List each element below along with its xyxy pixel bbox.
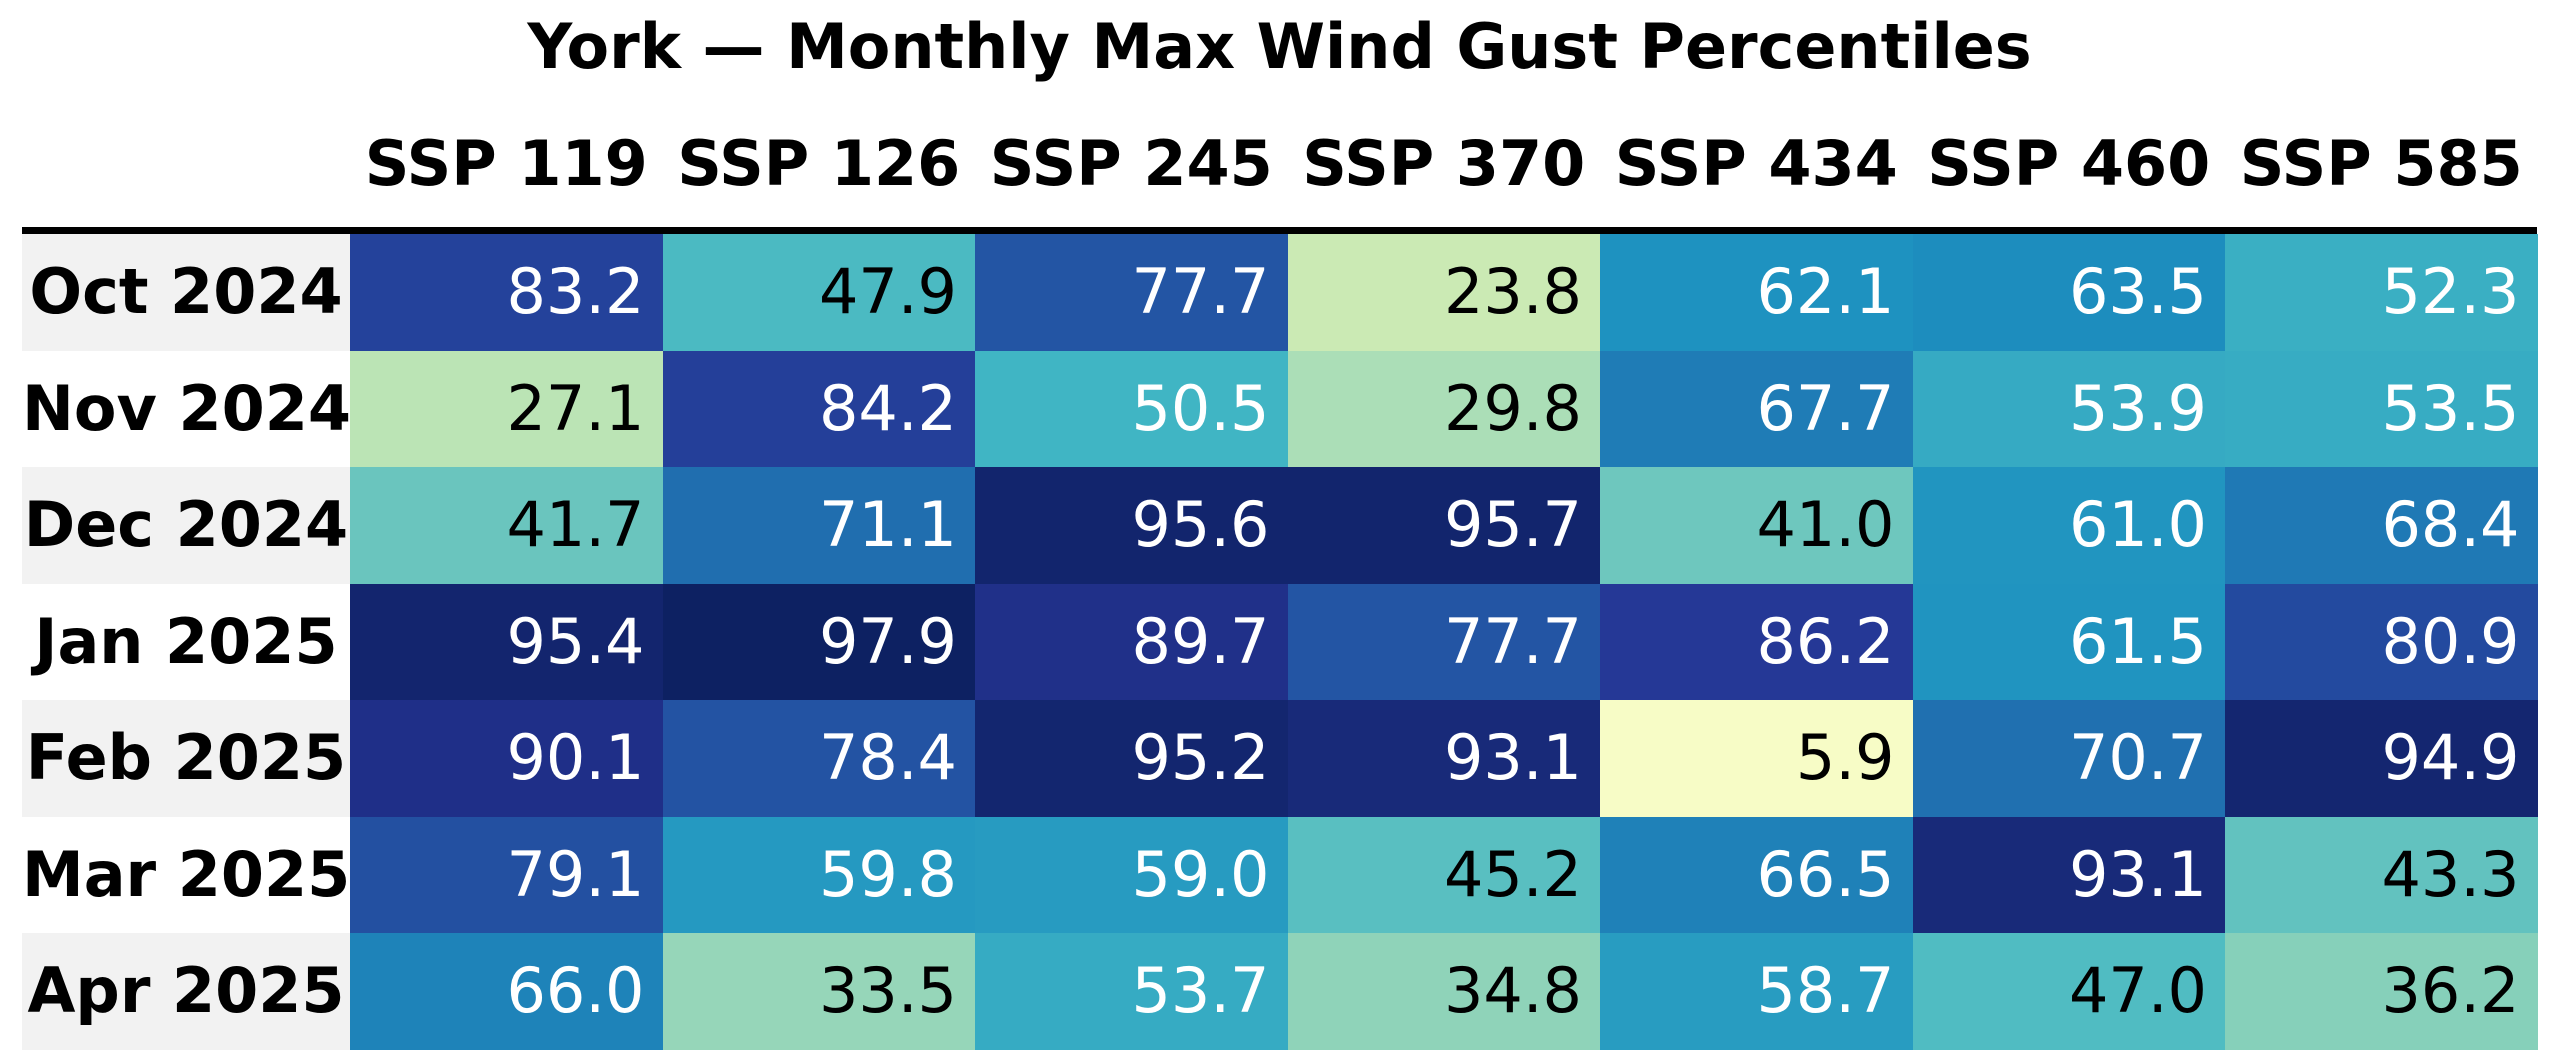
heatmap-cell: 53.7 — [975, 933, 1288, 1050]
row-label: Nov 2024 — [22, 350, 350, 468]
column-header: SSP 585 — [2239, 127, 2523, 200]
chart-title: York — Monthly Max Wind Gust Percentiles — [527, 10, 2032, 83]
heatmap-cell: 50.5 — [975, 350, 1288, 468]
heatmap-cell: 67.7 — [1600, 350, 1913, 468]
heatmap-cell: 43.3 — [2225, 816, 2538, 934]
heatmap-cell: 33.5 — [662, 933, 975, 1050]
heatmap-cell: 66.5 — [1600, 816, 1913, 934]
heatmap-cell: 94.9 — [2225, 700, 2538, 817]
heatmap-cell: 78.4 — [662, 700, 975, 817]
heatmap-cell: 59.0 — [975, 816, 1288, 934]
heatmap-cell: 34.8 — [1287, 933, 1600, 1050]
heatmap-cell: 23.8 — [1287, 234, 1600, 351]
column-header: SSP 245 — [989, 127, 1273, 200]
row-label: Jan 2025 — [22, 583, 350, 701]
heatmap-cell: 41.0 — [1600, 467, 1913, 584]
heatmap-cell: 61.0 — [1912, 467, 2225, 584]
heatmap-cell: 95.2 — [975, 700, 1288, 817]
heatmap-cell: 79.1 — [350, 816, 663, 934]
row-label: Apr 2025 — [22, 933, 350, 1050]
heatmap-cell: 70.7 — [1912, 700, 2225, 817]
heatmap-cell: 36.2 — [2225, 933, 2538, 1050]
heatmap-cell: 61.5 — [1912, 583, 2225, 701]
heatmap-cell: 71.1 — [662, 467, 975, 584]
heatmap-cell: 95.7 — [1287, 467, 1600, 584]
heatmap-cell: 84.2 — [662, 350, 975, 468]
heatmap-cell: 5.9 — [1600, 700, 1913, 817]
heatmap-cell: 29.8 — [1287, 350, 1600, 468]
heatmap-cell: 97.9 — [662, 583, 975, 701]
heatmap-cell: 89.7 — [975, 583, 1288, 701]
heatmap-cell: 47.0 — [1912, 933, 2225, 1050]
heatmap-cell: 93.1 — [1287, 700, 1600, 817]
row-label: Mar 2025 — [22, 816, 350, 934]
heatmap-cell: 53.5 — [2225, 350, 2538, 468]
heatmap-cell: 86.2 — [1600, 583, 1913, 701]
heatmap-cell: 77.7 — [1287, 583, 1600, 701]
column-header: SSP 370 — [1302, 127, 1586, 200]
heatmap-cell: 53.9 — [1912, 350, 2225, 468]
column-header: SSP 126 — [677, 127, 961, 200]
heatmap-cell: 58.7 — [1600, 933, 1913, 1050]
heatmap-cell: 41.7 — [350, 467, 663, 584]
heatmap-cell: 63.5 — [1912, 234, 2225, 351]
heatmap-cell: 83.2 — [350, 234, 663, 351]
column-header: SSP 460 — [1927, 127, 2211, 200]
heatmap-cell: 59.8 — [662, 816, 975, 934]
heatmap-cell: 95.6 — [975, 467, 1288, 584]
row-label: Feb 2025 — [22, 700, 350, 817]
column-header: SSP 119 — [364, 127, 648, 200]
heatmap-cell: 47.9 — [662, 234, 975, 351]
heatmap-cell: 80.9 — [2225, 583, 2538, 701]
heatmap-cell: 62.1 — [1600, 234, 1913, 351]
heatmap-grid: Oct 2024 83.2 47.9 77.7 23.8 62.1 63.5 52.3 Nov … — [22, 234, 2538, 1050]
heatmap-cell: 52.3 — [2225, 234, 2538, 351]
heatmap-cell: 77.7 — [975, 234, 1288, 351]
column-header: SSP 434 — [1614, 127, 1898, 200]
row-label: Dec 2024 — [22, 467, 350, 584]
heatmap-cell: 45.2 — [1287, 816, 1600, 934]
heatmap-cell: 68.4 — [2225, 467, 2538, 584]
heatmap-cell: 66.0 — [350, 933, 663, 1050]
row-label: Oct 2024 — [22, 234, 350, 351]
heatmap-cell: 95.4 — [350, 583, 663, 701]
column-header-row: SSP 119 SSP 126 SSP 245 SSP 370 SSP 434 SSP 4… — [0, 133, 2559, 197]
heatmap-cell: 90.1 — [350, 700, 663, 817]
heatmap-cell: 27.1 — [350, 350, 663, 468]
header-rule — [22, 227, 2537, 234]
heatmap-cell: 93.1 — [1912, 816, 2225, 934]
